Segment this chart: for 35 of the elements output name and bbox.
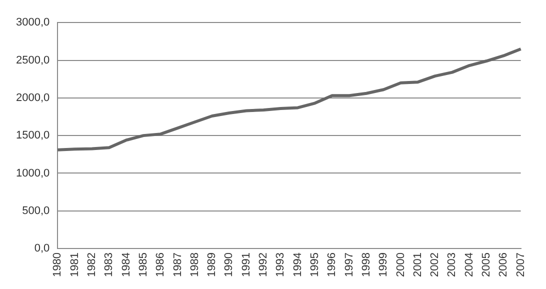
x-tick-label: 1980	[52, 252, 64, 278]
x-tick-label: 2007	[514, 252, 527, 278]
y-tick-label: 1000,0	[16, 167, 50, 180]
x-tick-label: 1992	[258, 252, 270, 278]
x-tick-label: 1989	[206, 252, 218, 278]
x-tick-label: 1984	[120, 252, 132, 278]
x-tick-label: 1987	[172, 252, 184, 278]
y-tick-label: 500,0	[22, 204, 50, 217]
y-tick-label: 2500,0	[16, 54, 50, 66]
x-tick-label: 1988	[188, 252, 201, 278]
x-tick-label: 2001	[412, 252, 424, 278]
x-tick-label: 1986	[154, 252, 167, 278]
y-tick-label: 1500,0	[16, 130, 50, 142]
x-tick-label: 1985	[137, 252, 150, 278]
x-tick-label: 1995	[308, 252, 321, 278]
x-tick-label: 1991	[240, 252, 252, 278]
y-tick-label: 3000,0	[16, 16, 50, 29]
x-tick-label: 1996	[326, 252, 338, 278]
x-tick-label: 1982	[86, 252, 98, 278]
x-tick-label: 1993	[274, 252, 287, 278]
x-tick-label: 2006	[498, 252, 510, 278]
x-tick-label: 1990	[223, 252, 236, 278]
x-tick-label: 2003	[446, 252, 458, 278]
x-tick-label: 1998	[360, 252, 372, 278]
x-tick-label: 1997	[343, 252, 356, 278]
x-tick-label: 2005	[480, 252, 493, 278]
x-tick-label: 1994	[292, 252, 304, 278]
x-tick-label: 2004	[463, 252, 476, 278]
x-tick-label: 1983	[103, 252, 116, 278]
y-tick-label: 0,0	[34, 242, 50, 255]
x-tick-label: 1999	[378, 252, 390, 278]
x-tick-label: 2000	[394, 252, 407, 278]
x-tick-label: 1981	[68, 252, 81, 278]
x-tick-label: 2002	[429, 252, 442, 278]
y-tick-label: 2000,0	[16, 92, 50, 104]
